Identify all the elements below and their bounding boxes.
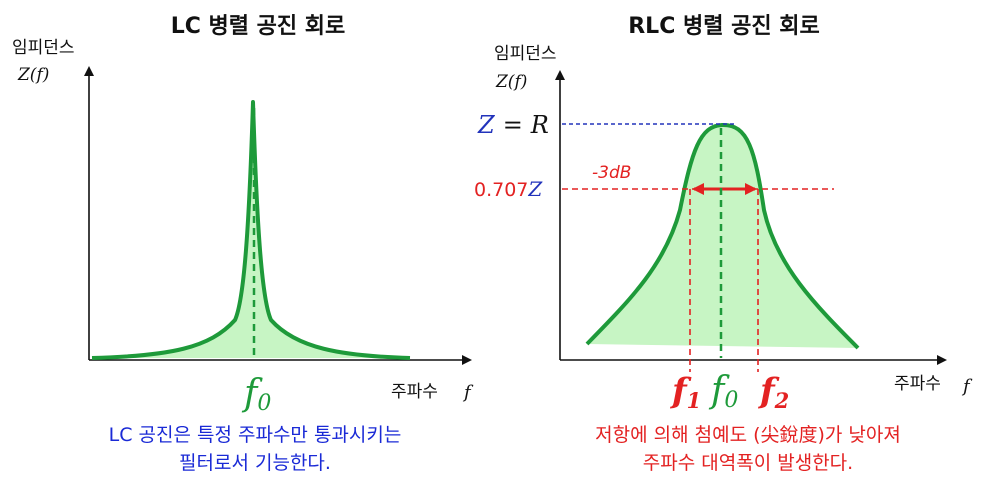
lc-impedance-curve	[91, 100, 411, 360]
lc-x-axis-symbol: f	[462, 382, 474, 403]
rlc-x-axis-label: 주파수	[894, 374, 941, 394]
rlc-f1-label: f1	[670, 371, 701, 413]
lc-y-axis-symbol: Z(f)	[17, 65, 49, 85]
rlc-caption-line-2: 주파수 대역폭이 발생한다.	[643, 452, 853, 474]
lc-panel: LC 병렬 공진 회로 임피던스 Z(f) f0 주파수 f LC 공진은 특정…	[12, 14, 474, 474]
rlc-curve-fill	[587, 124, 858, 349]
lc-caption-line-2: 필터로서 기능한다.	[179, 452, 331, 474]
rlc-half-power-label: 0.707Z	[474, 177, 543, 201]
lc-title: LC 병렬 공진 회로	[171, 14, 346, 39]
lc-caption-line-1: LC 공진은 특정 주파수만 통과시키는	[109, 424, 402, 446]
rlc-y-axis-symbol: Z(f)	[495, 72, 527, 92]
rlc-x-axis-symbol: f	[961, 376, 973, 397]
rlc-title: RLC 병렬 공진 회로	[628, 14, 820, 39]
rlc-caption-line-1: 저항에 의해 첨예도 (尖銳度)가 낮아져	[595, 424, 901, 446]
rlc-impedance-curve	[585, 122, 860, 350]
rlc-y-axis-label: 임피던스	[494, 44, 557, 64]
rlc-3db-label: -3dB	[592, 163, 631, 183]
lc-f0-label: f0	[241, 373, 271, 416]
lc-curve-fill	[92, 102, 410, 358]
rlc-panel: RLC 병렬 공진 회로 임피던스 Z(f) Z = R 0.707Z -3dB f…	[474, 14, 973, 474]
rlc-f2-label: f2	[758, 371, 789, 413]
rlc-f0-label: f0	[708, 370, 738, 413]
lc-x-axis-label: 주파수	[391, 382, 438, 402]
rlc-z-equals-r-label: Z = R	[477, 111, 549, 139]
lc-y-axis-label: 임피던스	[12, 38, 75, 58]
